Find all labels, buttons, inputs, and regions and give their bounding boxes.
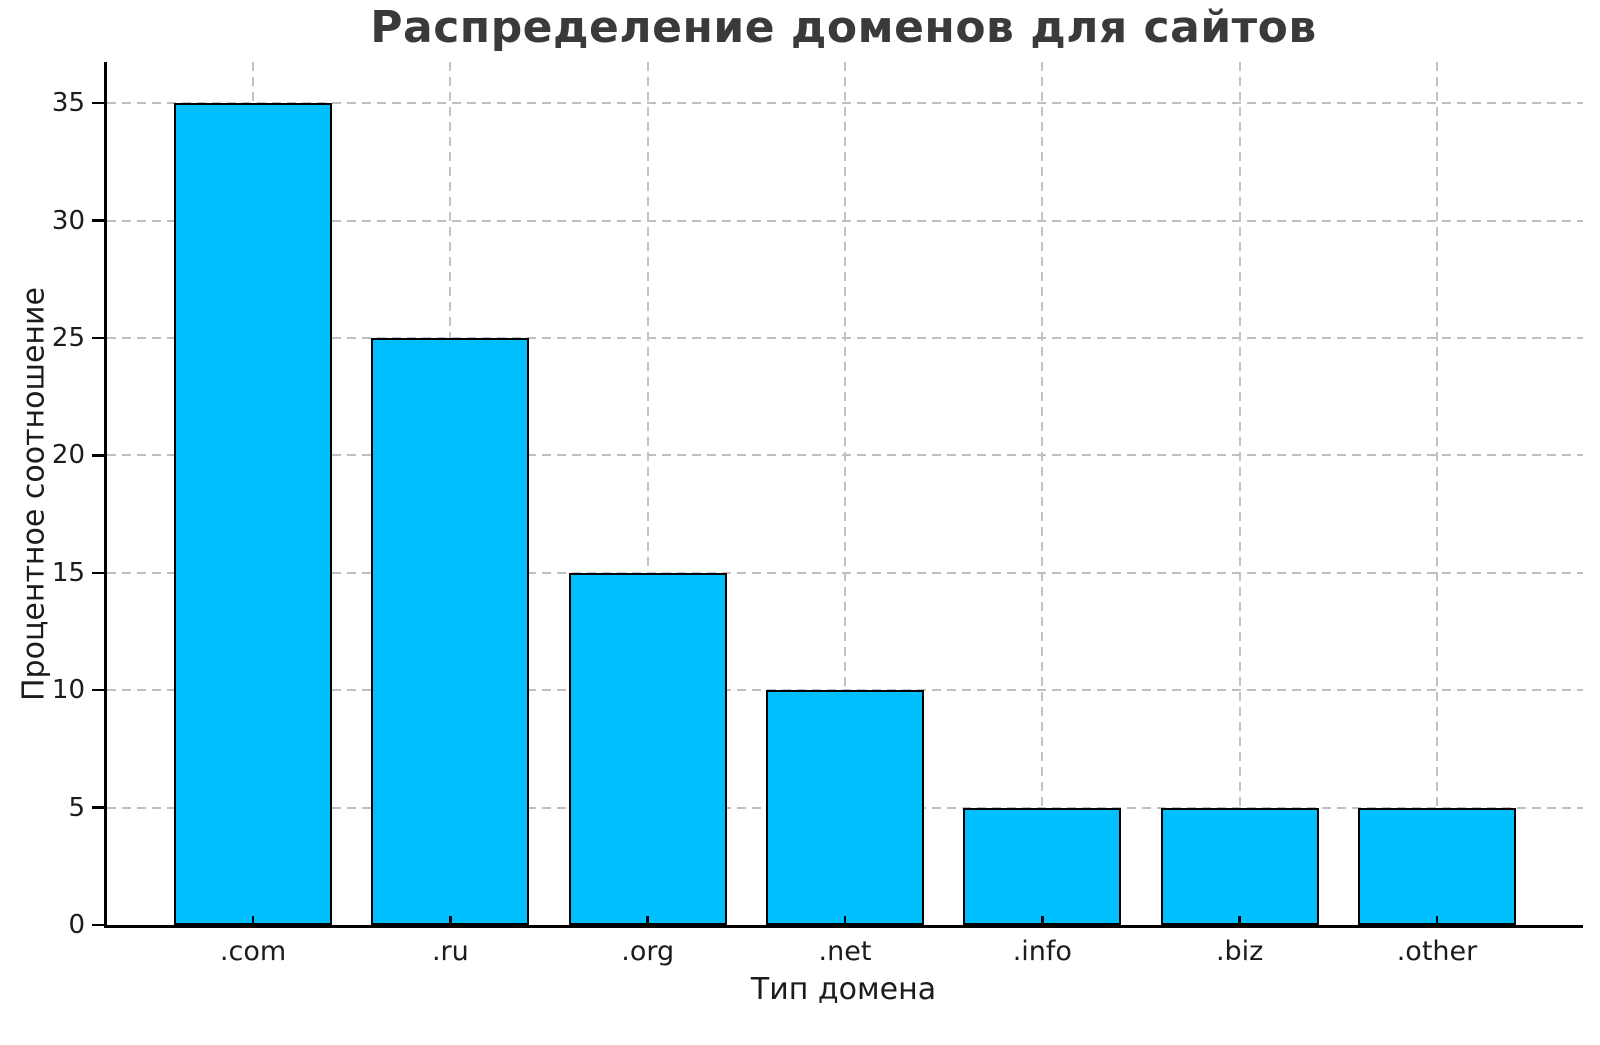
gridline-v-.net <box>844 62 846 925</box>
bar-.ru <box>371 337 530 925</box>
y-tick-15 <box>92 571 104 574</box>
bar-.com <box>174 103 332 925</box>
plot-inner: 0 5 10 15 20 25 30 35 .com .ru .org .net .info .biz .o… <box>52 62 1583 967</box>
x-tick-label-.com: .com <box>219 936 287 967</box>
y-tick-label-15: 15 <box>51 557 85 588</box>
x-tick-label-.net: .net <box>818 936 872 967</box>
gridline-v-.biz <box>1238 62 1241 925</box>
y-tick-35 <box>92 101 104 105</box>
gridline-v-.info <box>1041 62 1044 925</box>
chart-title: Распределение доменов для сайтов <box>370 2 1317 53</box>
y-tick-5 <box>92 806 104 809</box>
y-tick-20 <box>92 454 104 457</box>
bar-.net <box>766 690 924 925</box>
x-tick-label-.ru: .ru <box>431 936 469 967</box>
x-tick-.biz <box>1238 916 1241 925</box>
gridline-v-.other <box>1435 62 1438 925</box>
bar-.biz <box>1160 807 1319 925</box>
y-tick-label-20: 20 <box>51 440 85 471</box>
y-tick-label-35: 35 <box>51 88 85 119</box>
y-axis-label: Процентное соотношение <box>16 286 52 702</box>
bar-.info <box>963 807 1122 925</box>
y-tick-label-0: 0 <box>68 910 85 940</box>
x-tick-.other <box>1435 916 1439 925</box>
x-tick-label-.biz: .biz <box>1215 936 1264 967</box>
y-tick-10 <box>92 688 104 692</box>
y-tick-25 <box>92 336 104 340</box>
plot-area: 0 5 10 15 20 25 30 35 .com .ru .org .net .info .biz .o… <box>52 62 1583 967</box>
y-tick-label-30: 30 <box>51 205 85 236</box>
x-tick-.ru <box>449 916 452 925</box>
bar-.org <box>568 572 727 925</box>
bar-.other <box>1358 807 1516 925</box>
y-tick-0 <box>92 923 104 927</box>
y-tick-label-25: 25 <box>51 322 85 353</box>
x-axis-label: Тип домена <box>750 972 937 1007</box>
x-tick-.com <box>251 916 255 925</box>
x-tick-.info <box>1041 916 1044 925</box>
x-tick-label-.other: .other <box>1396 936 1478 967</box>
x-tick-.net <box>843 916 847 925</box>
x-tick-label-.info: .info <box>1012 936 1072 967</box>
gridline-v-.org <box>646 62 649 925</box>
y-tick-label-10: 10 <box>51 675 85 706</box>
y-tick-30 <box>92 219 104 222</box>
x-tick-label-.org: .org <box>621 936 675 967</box>
y-tick-label-5: 5 <box>68 792 85 823</box>
x-tick-.org <box>646 916 649 925</box>
